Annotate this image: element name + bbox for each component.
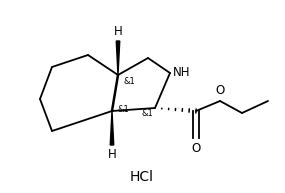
Text: &1: &1 [141,109,153,118]
Text: H: H [108,148,116,161]
Text: O: O [215,84,225,97]
Polygon shape [110,111,114,145]
Text: O: O [191,142,201,155]
Text: HCl: HCl [130,170,154,184]
Text: NH: NH [173,65,190,79]
Text: &1: &1 [117,106,129,114]
Polygon shape [116,41,120,75]
Text: H: H [114,25,122,38]
Text: &1: &1 [123,77,135,86]
